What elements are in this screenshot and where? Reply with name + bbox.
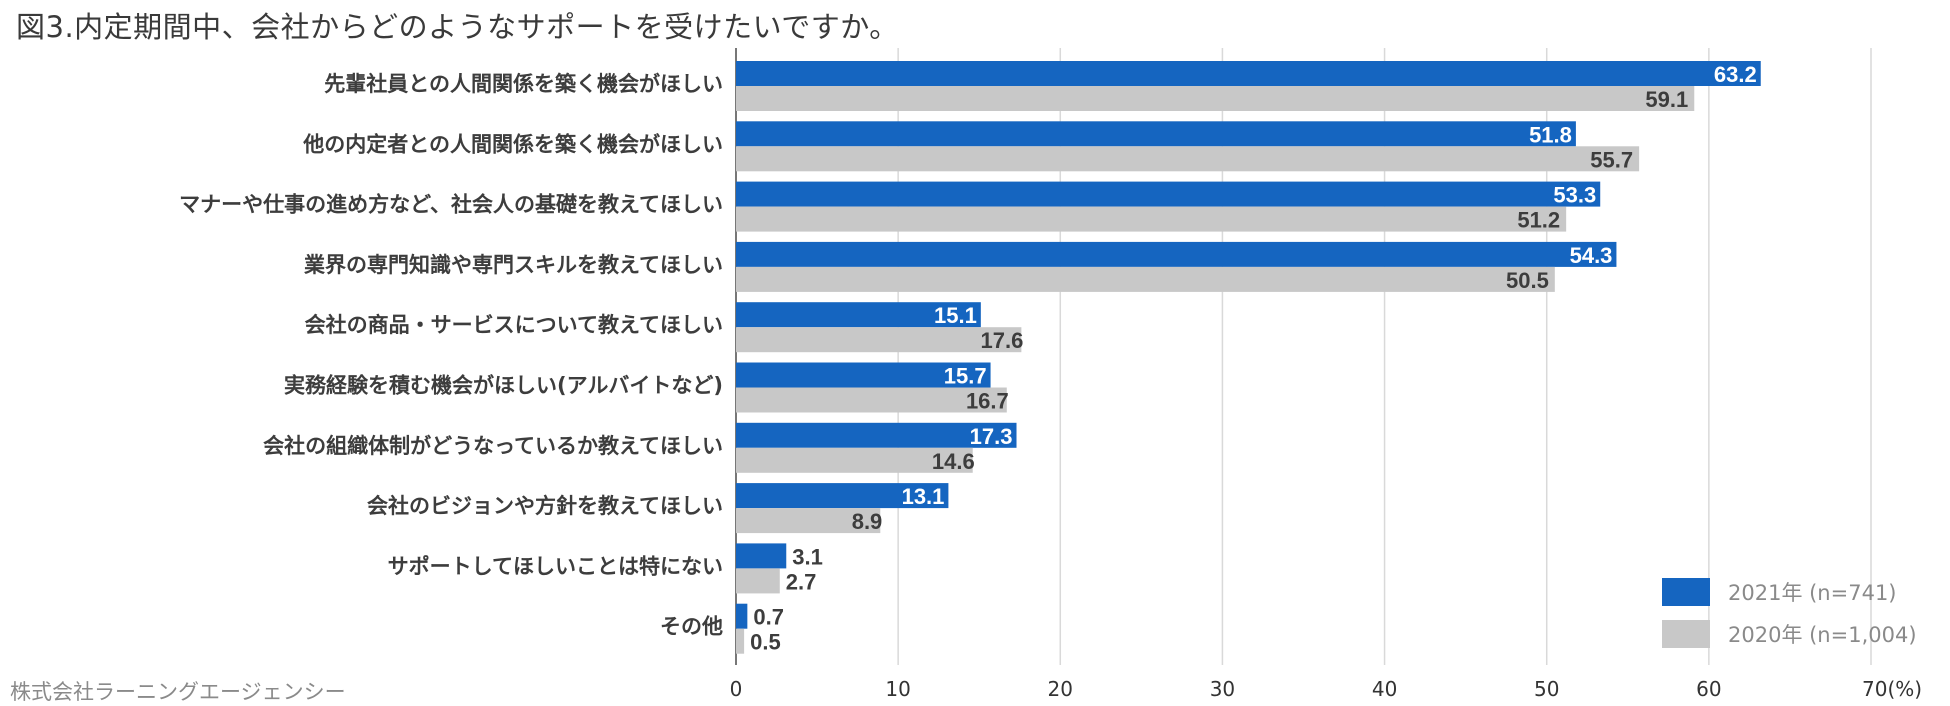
bar-2021 [736,121,1576,147]
category-label: マナーや仕事の進め方など、社会人の基礎を教えてほしい [179,193,723,217]
bar-2020 [736,86,1695,111]
bar-2020 [736,568,780,594]
legend-item-2020: 2020年 (n=1,004) [1662,617,1917,651]
bar-2020 [736,387,1007,413]
bar-2021 [736,422,1017,448]
legend: 2021年 (n=741) 2020年 (n=1,004) [1662,575,1917,659]
category-label: 会社の商品・サービスについて教えてほしい [305,313,723,337]
category-label: サポートしてほしいことは特にない [388,554,723,578]
data-label-2020: 51.2 [1517,208,1560,233]
chart-title: 図3.内定期間中、会社からどのようなサポートを受けたいですか。 [16,10,899,44]
x-tick-label: 70(%) [1862,677,1922,701]
bar-2021 [736,362,991,388]
x-tick-label: 0 [730,677,743,701]
bar-2020 [736,508,881,534]
category-label: 会社の組織体制がどうなっているか教えてほしい [263,434,723,458]
category-label: 会社のビジョンや方針を教えてほしい [367,494,723,518]
data-label-2020: 0.5 [750,630,781,655]
bar-2021 [736,483,949,509]
data-label-2021: 51.8 [1529,122,1572,147]
data-label-2021: 54.3 [1570,243,1613,268]
data-label-2021: 13.1 [902,484,945,509]
data-label-2021: 3.1 [792,544,823,569]
legend-label-2020: 2020年 (n=1,004) [1728,623,1917,647]
category-label: その他 [660,615,723,639]
x-tick-label: 20 [1048,677,1073,701]
credit-text: 株式会社ラーニングエージェンシー [10,680,346,704]
x-tick-label: 30 [1210,677,1235,701]
bar-2021 [736,302,981,328]
data-label-2020: 50.5 [1506,268,1549,293]
bar-2021 [736,543,787,569]
data-label-2021: 63.2 [1714,62,1757,87]
bar-2021 [736,181,1601,207]
bar-2020 [736,628,745,654]
data-label-2020: 55.7 [1590,147,1633,172]
bar-2021 [736,241,1617,267]
data-label-2021: 17.3 [970,424,1013,449]
bar-2020 [736,327,1022,353]
data-label-2020: 2.7 [786,569,817,594]
data-label-2021: 53.3 [1553,183,1596,208]
category-label: 業界の専門知識や専門スキルを教えてほしい [304,253,723,277]
category-label: 先輩社員との人間関係を築く機会がほしい [324,72,723,96]
bar-2021 [736,603,748,629]
legend-swatch-2021 [1662,578,1710,606]
data-label-2020: 14.6 [932,449,975,474]
data-label-2020: 17.6 [981,328,1024,353]
data-label-2020: 59.1 [1645,87,1688,112]
bar-2021 [736,61,1761,86]
data-label-2020: 8.9 [852,509,883,534]
x-tick-label: 40 [1372,677,1397,701]
x-tick-label: 10 [885,677,910,701]
bar-2020 [736,266,1555,292]
legend-label-2021: 2021年 (n=741) [1728,581,1897,605]
category-label: 実務経験を積む機会がほしい(アルバイトなど) [284,374,723,398]
legend-item-2021: 2021年 (n=741) [1662,575,1917,609]
data-label-2021: 15.1 [934,303,977,328]
data-label-2021: 0.7 [753,605,784,630]
data-label-2021: 15.7 [944,364,987,389]
bar-2020 [736,447,973,473]
bar-2020 [736,206,1567,232]
bar-2020 [736,146,1640,172]
x-tick-label: 50 [1534,677,1559,701]
category-label: 他の内定者との人間関係を築く機会がほしい [302,132,723,156]
x-tick-label: 60 [1696,677,1721,701]
data-label-2020: 16.7 [966,389,1009,414]
legend-swatch-2020 [1662,620,1710,648]
